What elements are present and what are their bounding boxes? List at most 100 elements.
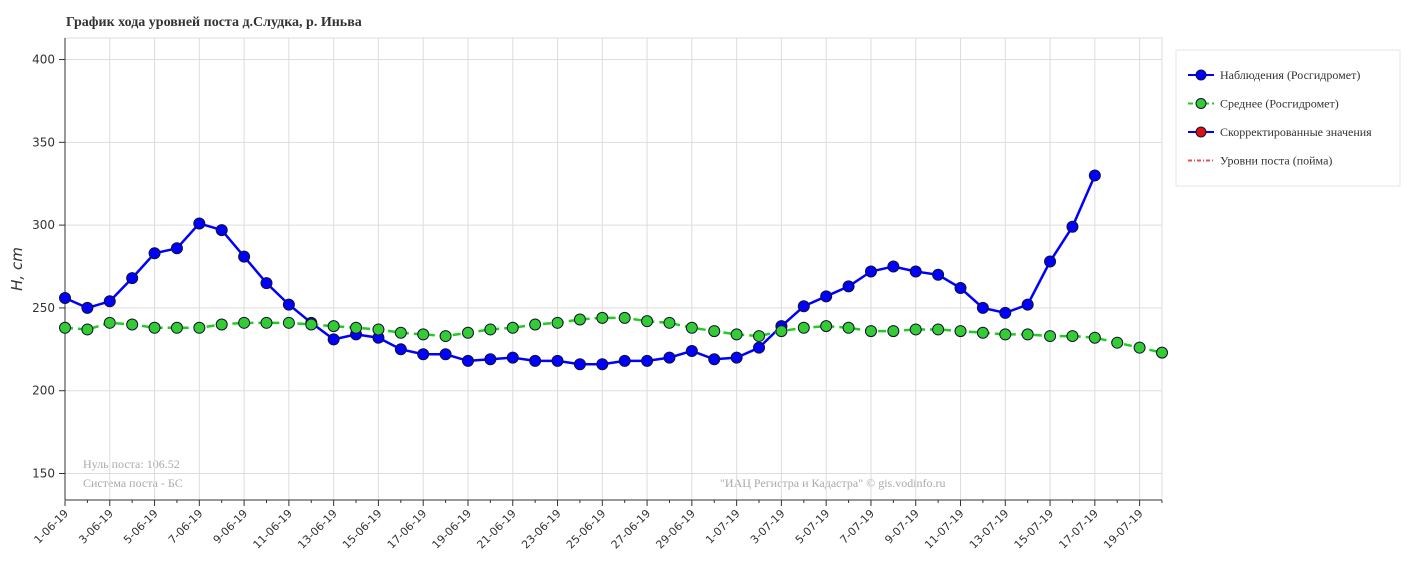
- x-tick-label: 25-06-19: [564, 507, 609, 552]
- point: [1088, 331, 1101, 344]
- point: [573, 313, 586, 326]
- legend-label: Уровни поста (пойма): [1220, 154, 1332, 168]
- point: [1066, 220, 1079, 233]
- point: [820, 320, 833, 333]
- point: [529, 318, 542, 331]
- point: [797, 300, 810, 313]
- chart-title: График хода уровней поста д.Слудка, р. И…: [66, 15, 362, 30]
- x-tick-label: 23-06-19: [519, 507, 564, 552]
- legend-marker: [1195, 126, 1207, 138]
- point: [954, 282, 967, 295]
- x-tick-label: 11-07-19: [922, 507, 967, 552]
- x-tick-label: 11-06-19: [250, 507, 295, 552]
- point: [976, 326, 989, 339]
- x-tick-label: 3-07-19: [748, 507, 788, 547]
- x-tick-label: 9-06-19: [211, 507, 251, 547]
- point: [1133, 341, 1146, 354]
- point: [148, 321, 161, 334]
- point: [103, 316, 116, 329]
- point: [305, 318, 318, 331]
- x-tick-label: 19-06-19: [430, 507, 475, 552]
- point: [282, 316, 295, 329]
- point: [551, 316, 564, 329]
- annotation: Нуль поста: 106.52: [83, 457, 180, 471]
- point: [573, 358, 586, 371]
- point: [596, 358, 609, 371]
- legend-marker: [1195, 69, 1207, 81]
- point: [170, 242, 183, 255]
- point: [439, 330, 452, 343]
- point: [663, 351, 676, 364]
- point: [1044, 255, 1057, 268]
- point: [775, 325, 788, 338]
- x-tick-label: 5-07-19: [793, 507, 833, 547]
- x-tick-label: 29-06-19: [653, 507, 698, 552]
- point: [327, 320, 340, 333]
- point: [842, 321, 855, 334]
- point: [103, 295, 116, 308]
- x-tick-label: 13-07-19: [967, 507, 1012, 552]
- point: [1066, 330, 1079, 343]
- point: [461, 326, 474, 339]
- point: [685, 344, 698, 357]
- point: [820, 290, 833, 303]
- point: [864, 325, 877, 338]
- point: [215, 224, 228, 237]
- point: [81, 323, 94, 336]
- annotation: Система поста - БС: [83, 476, 183, 490]
- point: [797, 321, 810, 334]
- point: [126, 318, 139, 331]
- x-tick-label: 7-07-19: [838, 507, 878, 547]
- legend-label: Среднее (Росгидромет): [1220, 97, 1339, 111]
- point: [1111, 336, 1124, 349]
- y-tick-label: 250: [32, 301, 55, 315]
- point: [618, 354, 631, 367]
- point: [170, 321, 183, 334]
- point: [999, 328, 1012, 341]
- point: [215, 318, 228, 331]
- point: [708, 325, 721, 338]
- point: [529, 354, 542, 367]
- point: [999, 306, 1012, 319]
- point: [417, 328, 430, 341]
- x-tick-label: 13-06-19: [295, 507, 340, 552]
- point: [506, 321, 519, 334]
- point: [1021, 298, 1034, 311]
- point: [909, 323, 922, 336]
- point: [81, 301, 94, 314]
- annotation: "ИАЦ Регистра и Кадастра" © gis.vodinfo.…: [720, 476, 946, 490]
- point: [350, 321, 363, 334]
- point: [864, 265, 877, 278]
- x-tick-label: 1-07-19: [703, 507, 743, 547]
- x-tick-label: 27-06-19: [609, 507, 654, 552]
- legend-marker: [1195, 98, 1207, 109]
- point: [1156, 346, 1168, 359]
- x-tick-label: 9-07-19: [882, 507, 922, 547]
- y-axis-label: H, cm: [8, 247, 26, 291]
- point: [327, 333, 340, 346]
- point: [976, 301, 989, 314]
- point: [193, 217, 206, 230]
- y-tick-label: 150: [32, 467, 55, 481]
- point: [909, 265, 922, 278]
- point: [260, 316, 273, 329]
- point: [753, 341, 766, 354]
- x-tick-label: 21-06-19: [474, 507, 519, 552]
- point: [372, 323, 385, 336]
- point: [753, 330, 766, 343]
- point: [59, 291, 71, 304]
- point: [641, 315, 654, 328]
- y-tick-label: 400: [32, 53, 55, 67]
- x-tick-label: 1-06-19: [32, 507, 72, 547]
- point: [708, 353, 721, 366]
- x-tick-label: 5-06-19: [121, 507, 161, 547]
- point: [260, 277, 273, 290]
- point: [932, 268, 945, 281]
- point: [484, 353, 497, 366]
- series-line: [64, 316, 1163, 354]
- point: [394, 326, 407, 339]
- point: [730, 328, 743, 341]
- point: [193, 321, 206, 334]
- legend-label: Наблюдения (Росгидромет): [1220, 68, 1360, 82]
